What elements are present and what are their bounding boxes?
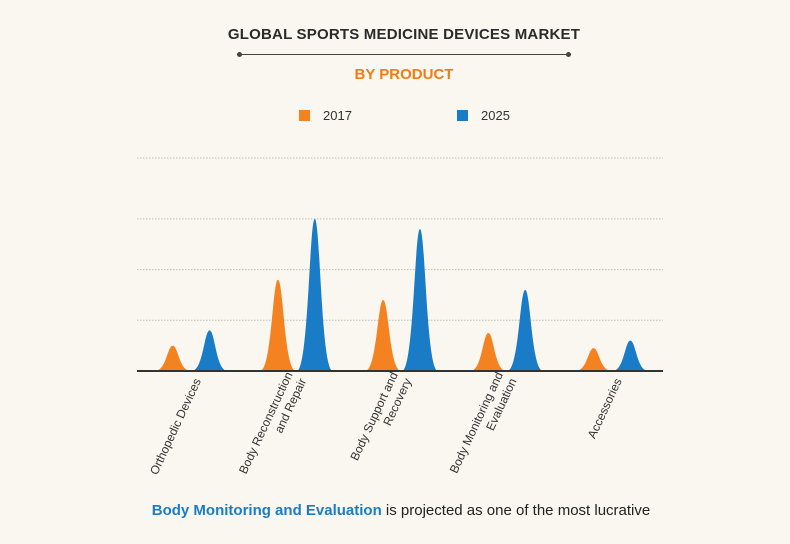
chart-title: GLOBAL SPORTS MEDICINE DEVICES MARKET	[227, 26, 581, 43]
peak-2017-4	[575, 348, 612, 371]
category-label-4: Accessories	[585, 376, 625, 441]
footer-text: is projected as one of the most lucrativ…	[381, 502, 651, 519]
category-label-0: Orthopedic Devices	[147, 376, 204, 477]
peak-2025-0	[191, 330, 228, 371]
legend-item-2025: 2025	[457, 107, 510, 123]
footer-note: Body Monitoring and Evaluation is projec…	[0, 502, 790, 519]
legend-label-2017: 2017	[323, 107, 352, 123]
legend-swatch-2025	[457, 109, 468, 121]
legend-swatch-2017	[299, 109, 310, 121]
peak-2017-3	[470, 332, 507, 371]
title-divider	[237, 52, 571, 57]
peak-2025-3	[507, 289, 544, 371]
peak-2025-1	[296, 218, 333, 371]
divider-dot-right	[566, 52, 571, 57]
peak-2025-4	[612, 340, 649, 371]
category-label-line: Orthopedic Devices	[147, 376, 204, 477]
category-label-line: Accessories	[585, 376, 625, 441]
peak-2025-2	[401, 229, 438, 371]
peak-2017-0	[154, 345, 191, 371]
footer-highlight: Body Monitoring and Evaluation	[151, 502, 382, 519]
peak-2017-1	[259, 279, 296, 371]
peak-2017-2	[365, 300, 402, 371]
category-label-3: Body Monitoring andEvaluation	[447, 370, 520, 482]
category-label-2: Body Support andRecovery	[347, 370, 414, 469]
legend-item-2017: 2017	[299, 107, 352, 123]
divider-dot-left	[237, 52, 242, 57]
legend-label-2025: 2025	[481, 107, 510, 123]
chart-subtitle: BY PRODUCT	[354, 66, 454, 83]
category-label-1: Body Reconstructionand Repair	[236, 370, 309, 483]
